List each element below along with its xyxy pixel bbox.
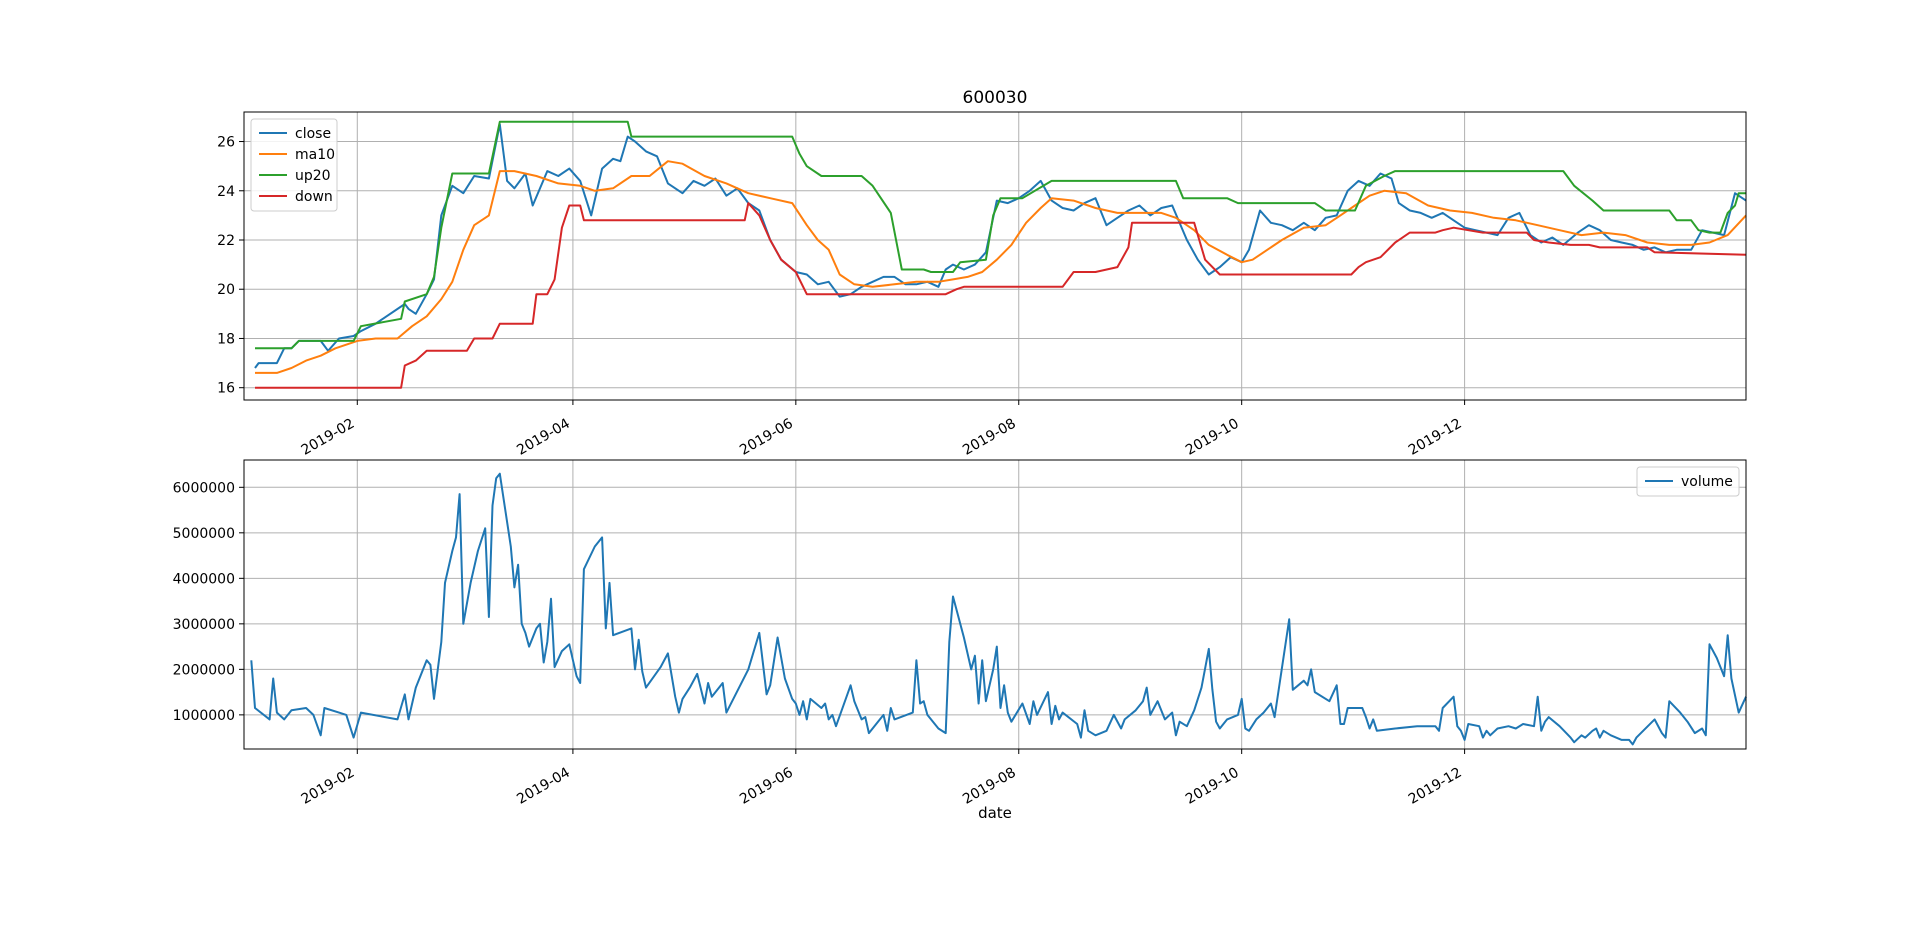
y-tick-label: 24 [217, 184, 235, 200]
x-tick-label: 2019-02 [299, 765, 358, 808]
y-tick-label: 20 [217, 282, 235, 298]
legend-entry-down: down [295, 189, 333, 205]
y-tick-label: 6000000 [173, 480, 235, 496]
x-tick-label: 2019-10 [1183, 416, 1242, 459]
x-tick-label: 2019-12 [1406, 416, 1465, 459]
y-tick-label: 4000000 [173, 571, 235, 587]
x-tick-label: 2019-08 [960, 765, 1019, 808]
x-tick-label: 2019-04 [514, 765, 573, 808]
y-tick-label: 5000000 [173, 526, 235, 542]
volume-chart: 2019-02 2019-04 2019-06 2019-08 2019-10 2019-… [173, 459, 1747, 822]
legend-entry-up20: up20 [295, 168, 331, 184]
plot-area [244, 460, 1746, 749]
x-tick-label: 2019-12 [1406, 765, 1465, 808]
x-tick-label: 2019-06 [737, 765, 796, 808]
plot-area [244, 112, 1746, 400]
legend-box [250, 118, 338, 212]
series-line-volume [250, 472, 1747, 746]
y-tick-label: 3000000 [173, 617, 235, 633]
y-tick-label: 18 [217, 331, 235, 347]
y-tick-label: 1000000 [173, 708, 235, 724]
x-tick-label: 2019-10 [1183, 765, 1242, 808]
x-tick-label: 2019-06 [737, 416, 796, 459]
x-tick-label: 2019-08 [960, 416, 1019, 459]
series-line-down [255, 202, 1747, 389]
price-chart: 2019-02 2019-04 2019-06 2019-08 2019-10 2019-… [217, 88, 1747, 459]
legend: volume [1636, 466, 1740, 497]
x-tick-label: 2019-04 [514, 416, 573, 459]
legend: close ma10 up20 down [250, 118, 338, 212]
axes-frame [243, 111, 1747, 401]
series-line-ma10 [255, 160, 1747, 374]
legend-entry-ma10: ma10 [295, 147, 335, 163]
y-tick-label: 2000000 [173, 662, 235, 678]
legend-box [1636, 466, 1740, 497]
x-axis-label: date [978, 804, 1012, 822]
axes-frame [243, 459, 1747, 750]
y-tick-label: 26 [217, 135, 235, 151]
series-line-up20 [255, 120, 1746, 350]
y-tick-label: 22 [217, 233, 235, 249]
legend-entry-close: close [295, 126, 331, 142]
y-tick-label: 16 [217, 381, 235, 397]
legend-entry-volume: volume [1681, 474, 1733, 490]
chart-title: 600030 [963, 88, 1028, 108]
x-tick-label: 2019-02 [299, 416, 358, 459]
